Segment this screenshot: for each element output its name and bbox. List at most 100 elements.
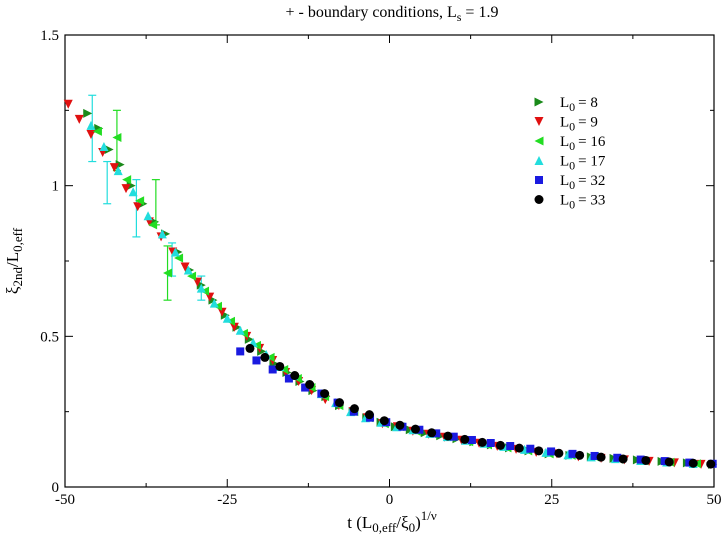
point-l0-9: [180, 262, 190, 272]
legend-label-l0-8: L0 = 8: [560, 95, 598, 114]
point-l0-32: [547, 447, 556, 456]
point-l0-33: [575, 450, 585, 460]
point-l0-33: [534, 446, 544, 456]
point-l0-33: [364, 410, 374, 420]
point-l0-33: [477, 437, 487, 447]
point-l0-33: [305, 380, 315, 390]
legend-marker-l0-9: [534, 117, 544, 126]
x-tick-label: -50: [55, 492, 75, 508]
point-l0-17: [128, 187, 138, 197]
chart-title: + - boundary conditions, Ls = 1.9: [286, 4, 499, 24]
point-l0-16: [163, 268, 173, 278]
legend-marker-l0-32: [535, 176, 543, 184]
point-l0-16: [122, 175, 132, 185]
point-l0-33: [460, 434, 470, 444]
point-l0-17: [157, 229, 167, 239]
point-l0-33: [554, 448, 564, 458]
point-l0-32: [613, 453, 622, 462]
point-l0-33: [410, 424, 420, 434]
legend-label-l0-32: L0 = 32: [560, 173, 605, 192]
x-tick-label: 50: [707, 492, 722, 508]
y-axis-label: ξ2nd/L0,eff: [3, 227, 25, 294]
point-l0-9: [74, 114, 84, 124]
point-l0-17: [235, 325, 245, 335]
x-tick-label: 0: [386, 492, 394, 508]
y-tick-label: 1.5: [40, 28, 59, 44]
point-l0-33: [618, 454, 628, 464]
point-l0-17: [222, 313, 232, 323]
y-tick-label: 1: [52, 179, 60, 195]
point-l0-16: [279, 364, 289, 374]
x-tick-label: -25: [217, 492, 237, 508]
point-l0-32: [432, 429, 441, 438]
point-l0-9: [229, 322, 239, 332]
point-l0-32: [467, 435, 476, 444]
point-l0-33: [664, 457, 674, 467]
x-tick-label: 25: [544, 492, 559, 508]
y-tick-label: 0.5: [40, 329, 59, 345]
point-l0-33: [379, 416, 389, 426]
point-l0-16: [92, 126, 102, 136]
point-l0-17: [196, 283, 206, 293]
point-l0-17: [86, 120, 96, 130]
point-l0-32: [636, 455, 645, 464]
point-l0-33: [514, 443, 524, 453]
point-l0-32: [268, 365, 277, 374]
point-l0-8: [83, 108, 93, 118]
point-l0-33: [706, 459, 716, 469]
point-l0-17: [209, 298, 219, 308]
point-l0-17: [183, 265, 193, 275]
point-l0-9: [205, 292, 215, 302]
point-l0-33: [275, 361, 285, 371]
point-l0-32: [526, 444, 535, 453]
legend-label-l0-17: L0 = 17: [560, 154, 606, 173]
point-l0-8: [126, 181, 136, 191]
point-l0-32: [486, 439, 495, 448]
point-l0-33: [495, 440, 505, 450]
point-l0-17: [99, 141, 109, 151]
point-l0-32: [590, 451, 599, 460]
point-l0-33: [335, 398, 345, 408]
point-l0-32: [284, 374, 293, 383]
point-l0-9: [109, 163, 119, 173]
point-l0-16: [174, 253, 184, 263]
legend-label-l0-16: L0 = 16: [560, 134, 606, 153]
point-l0-16: [148, 220, 158, 230]
point-l0-33: [688, 458, 698, 468]
point-l0-17: [113, 166, 123, 176]
point-l0-16: [135, 196, 145, 206]
point-l0-33: [290, 371, 300, 381]
point-l0-9: [63, 99, 73, 109]
point-l0-17: [143, 211, 153, 221]
point-l0-33: [443, 431, 453, 441]
point-l0-9: [217, 307, 227, 317]
axis-ticks: -50 -25 0 25 50 0 0.5 1 1.5: [40, 28, 721, 508]
legend-marker-l0-17: [534, 156, 544, 165]
point-l0-33: [320, 389, 330, 399]
point-l0-32: [252, 356, 261, 365]
point-l0-32: [568, 449, 577, 458]
point-l0-33: [596, 452, 606, 462]
point-l0-16: [187, 271, 197, 281]
point-l0-33: [395, 420, 405, 430]
point-l0-32: [660, 457, 669, 466]
y-tick-label: 0: [52, 480, 60, 496]
data-points: [63, 99, 718, 469]
point-l0-33: [260, 352, 270, 362]
point-l0-33: [427, 428, 437, 438]
point-l0-32: [236, 347, 245, 356]
point-l0-9: [86, 129, 96, 139]
point-l0-9: [133, 202, 143, 212]
point-l0-32: [301, 383, 310, 392]
point-l0-33: [349, 404, 359, 414]
legend-label-l0-9: L0 = 9: [560, 115, 598, 134]
legend-marker-l0-16: [534, 136, 544, 146]
point-l0-33: [641, 455, 651, 465]
point-l0-33: [245, 343, 255, 353]
legend-marker-l0-8: [534, 97, 544, 107]
point-l0-32: [506, 442, 515, 451]
point-l0-16: [112, 132, 122, 142]
point-l0-9: [121, 184, 131, 194]
